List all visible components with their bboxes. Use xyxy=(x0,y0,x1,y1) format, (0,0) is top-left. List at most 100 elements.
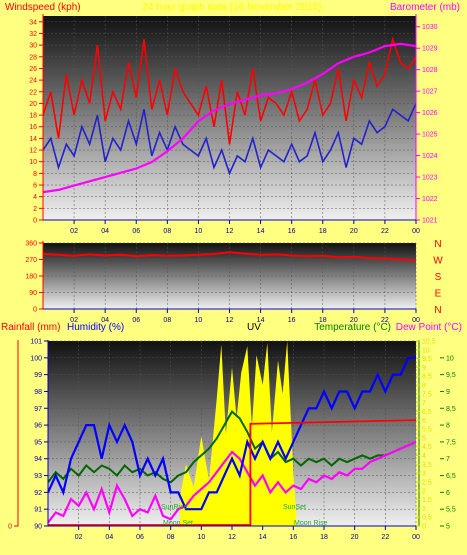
y-tick-label: 34 xyxy=(29,19,37,26)
y-tick-label: 10 xyxy=(422,347,430,354)
series-humidity xyxy=(48,356,416,511)
y-tick-label: 32 xyxy=(29,31,37,38)
y-tick-label: 90 xyxy=(34,524,42,531)
title-barometer: Barometer (mb) xyxy=(390,2,460,13)
y-tick-label: 20 xyxy=(29,101,37,108)
y-tick-label: 4 xyxy=(33,194,37,201)
y-tick-label: 8 xyxy=(446,423,450,430)
y-tick-label: 4,5 xyxy=(422,444,432,451)
y-tick-label: 0 xyxy=(422,524,426,531)
y-tick-label: 3 xyxy=(422,471,426,478)
y-tick-label: 10 xyxy=(446,355,454,362)
y-tick-label: 97 xyxy=(34,406,42,413)
y-tick-label: 6 xyxy=(446,490,450,497)
annotation-moon-rise: Moon Rise xyxy=(294,520,328,527)
x-tick-label: 18 xyxy=(319,317,327,324)
y-tick-label: 1027 xyxy=(422,89,438,96)
x-tick-label: 10 xyxy=(195,317,203,324)
title-windspeed: Windspeed (kph) xyxy=(5,2,81,13)
y-tick-label: 5 xyxy=(446,524,450,531)
series-barometer xyxy=(43,42,416,194)
y-tick-label: 1023 xyxy=(422,175,438,182)
compass-label: W xyxy=(433,256,443,267)
x-tick-label: 06 xyxy=(132,228,140,235)
y-tick-label: 93 xyxy=(34,473,42,480)
y-tick-label: 1022 xyxy=(422,196,438,203)
y-tick-label: 0,5 xyxy=(422,515,432,522)
y-tick-label: 1029 xyxy=(422,46,438,53)
x-tick-label: 14 xyxy=(259,534,267,541)
y-tick-label: 2 xyxy=(33,206,37,213)
x-tick-label: 20 xyxy=(350,228,358,235)
x-tick-label: 20 xyxy=(350,317,358,324)
y-tick-label: 30 xyxy=(29,43,37,50)
series-wind-average xyxy=(43,103,416,176)
y-tick-label: 14 xyxy=(29,136,37,143)
y-tick-label: 7,5 xyxy=(422,391,432,398)
y-tick-label: 9 xyxy=(422,365,426,372)
x-tick-label: 10 xyxy=(195,228,203,235)
x-tick-label: 00 xyxy=(412,317,420,324)
y-tick-label: 1025 xyxy=(422,132,438,139)
y-tick-label: 6,5 xyxy=(422,409,432,416)
y-tick-label: 7 xyxy=(422,400,426,407)
x-tick-label: 02 xyxy=(70,317,78,324)
ticks-time-wind: 02 04 06 08 10 12 14 16 18 20 22 00 xyxy=(43,219,420,235)
y-tick-label: 90 xyxy=(29,290,37,297)
series-rainfall xyxy=(48,419,416,526)
y-tick-label: 92 xyxy=(34,490,42,497)
ticks-uv: 0 0,5 1 1,5 2 2,53 3,5 4 4,5 55,5 6 6,5 7 7,58 8,5 9 9,5… xyxy=(416,339,436,531)
y-tick-label: 22 xyxy=(29,89,37,96)
y-tick-label: 6,5 xyxy=(446,473,456,480)
y-tick-label: 6 xyxy=(33,183,37,190)
x-tick-label: 18 xyxy=(319,228,327,235)
title-temperature: Temperature (°C) xyxy=(314,322,391,333)
x-tick-label: 16 xyxy=(288,317,296,324)
y-tick-label: 98 xyxy=(34,389,42,396)
x-tick-label: 12 xyxy=(226,317,234,324)
y-tick-label: 0 xyxy=(33,218,37,225)
x-tick-label: 12 xyxy=(226,228,234,235)
x-tick-label: 14 xyxy=(257,228,265,235)
series-wind-gust xyxy=(43,36,416,145)
y-tick-label: 18 xyxy=(29,113,37,120)
y-tick-label: 1028 xyxy=(422,67,438,74)
x-tick-label: 18 xyxy=(320,534,328,541)
compass-label: N xyxy=(434,239,441,250)
y-tick-label: 7,5 xyxy=(446,439,456,446)
x-tick-label: 22 xyxy=(381,534,389,541)
series-wind-direction xyxy=(43,251,416,262)
x-tick-label: 06 xyxy=(136,534,144,541)
x-tick-label: 20 xyxy=(351,534,359,541)
y-tick-label: 1,5 xyxy=(422,497,432,504)
compass-label: N xyxy=(434,305,441,316)
title-rainfall: Rainfall (mm) xyxy=(1,322,60,333)
x-tick-label: 04 xyxy=(105,534,113,541)
x-tick-label: 08 xyxy=(163,228,171,235)
ticks-temperature: 5 5,5 6 6,5 7 7,5 8 8,5 9 9,5 10 xyxy=(440,355,456,531)
y-tick-label: 180 xyxy=(25,274,37,281)
ticks-humidity: 90 91 92 93 94 95 96 97 98 99 100 101 xyxy=(30,339,48,531)
x-tick-label: 14 xyxy=(257,317,265,324)
y-tick-label: 94 xyxy=(34,456,42,463)
y-tick-label: 4 xyxy=(422,453,426,460)
grid-direction xyxy=(43,242,417,310)
y-tick-label: 0 xyxy=(33,307,37,314)
y-tick-label: 8,5 xyxy=(446,406,456,413)
y-tick-label: 0 xyxy=(8,524,12,531)
y-tick-label: 1026 xyxy=(422,110,438,117)
y-tick-label: 10 xyxy=(29,159,37,166)
y-tick-label: 9 xyxy=(446,389,450,396)
y-tick-label: 10,5 xyxy=(422,339,436,346)
x-tick-label: 00 xyxy=(412,228,420,235)
x-tick-label: 12 xyxy=(228,534,236,541)
y-tick-label: 16 xyxy=(29,124,37,131)
y-tick-label: 1021 xyxy=(422,218,438,225)
y-tick-label: 1 xyxy=(422,506,426,513)
y-tick-label: 5 xyxy=(422,435,426,442)
x-tick-label: 16 xyxy=(289,534,297,541)
series-temperature xyxy=(48,410,416,484)
